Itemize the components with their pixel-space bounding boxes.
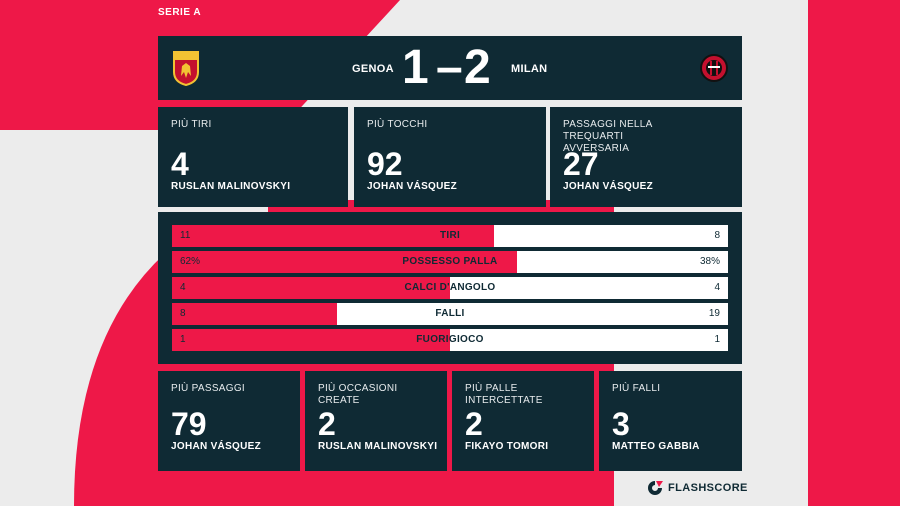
card-value: 27 [563,146,599,182]
stat-name: FUORIGIOCO [416,334,484,345]
brand-name: FLASHSCORE [668,482,748,494]
card-player: FIKAYO TOMORI [465,441,549,452]
card-label: PIÙ FALLI [612,383,661,394]
stat-name: POSSESSO PALLA [402,256,498,267]
genoa-crest-icon [173,51,199,86]
home-stat-value: 11 [180,230,191,241]
card-value: 92 [367,146,403,182]
away-stat-value: 38% [699,256,720,267]
card-label: PIÙ TOCCHI [367,119,428,130]
home-share-bar [172,303,337,325]
home-stat-value: 1 [180,334,186,345]
away-stat-value: 19 [708,308,720,319]
card-value: 2 [318,406,336,442]
away-stat-value: 1 [714,334,720,345]
stat-row-offsides: 1 FUORIGIOCO 1 [172,329,728,351]
stat-row-fouls: 8 FALLI 19 [172,303,728,325]
card-label: PIÙ PALLE INTERCETTATE [465,383,543,406]
home-stat-value: 4 [180,282,186,293]
card-value: 3 [612,406,630,442]
home-team-name: GENOA [352,63,394,75]
stat-name: FALLI [435,308,465,319]
card-label: PIÙ PASSAGGI [171,383,245,394]
card-player: MATTEO GABBIA [612,441,700,452]
milan-crest-icon [700,54,728,82]
card-player: JOHAN VÁSQUEZ [563,181,654,192]
home-stat-value: 8 [180,308,186,319]
card-player: RUSLAN MALINOVSKYI [171,181,291,192]
card-label: PIÙ TIRI [171,119,212,130]
away-stat-value: 4 [714,282,720,293]
stat-card-interceptions: PIÙ PALLE INTERCETTATE 2 FIKAYO TOMORI [452,371,594,471]
away-score: 2 [464,41,492,94]
card-player: JOHAN VÁSQUEZ [171,441,262,452]
home-share-bar [172,329,450,351]
flashscore-logo-icon [648,481,663,495]
stat-card-most-shots: PIÙ TIRI 4 RUSLAN MALINOVSKYI [158,107,348,207]
stat-row-possession: 62% POSSESSO PALLA 38% [172,251,728,273]
stats-comparison-panel: 11 TIRI 8 62% POSSESSO PALLA 38% 4 CALCI… [158,212,742,364]
card-player: JOHAN VÁSQUEZ [367,181,458,192]
score-separator: – [436,41,464,94]
home-share-bar [172,277,450,299]
card-label: PIÙ OCCASIONI CREATE [318,383,398,406]
stat-card-most-passes: PIÙ PASSAGGI 79 JOHAN VÁSQUEZ [158,371,300,471]
stat-name: TIRI [439,230,461,241]
away-stat-value: 8 [714,230,720,241]
stat-card-final-third-passes: PASSAGGI NELLA TREQUARTI AVVERSARIA 27 J… [550,107,742,207]
brand-footer: FLASHSCORE [646,480,748,496]
league-name: SERIE A [158,7,202,18]
card-value: 2 [465,406,483,442]
match-header: GENOA 1 – 2 MILAN [158,36,742,100]
stat-row-shots: 11 TIRI 8 [172,225,728,247]
away-team-name: MILAN [511,63,548,75]
home-score: 1 [402,41,430,94]
card-player: RUSLAN MALINOVSKYI [318,441,438,452]
stat-card-most-fouls: PIÙ FALLI 3 MATTEO GABBIA [599,371,742,471]
home-share-bar [172,251,517,273]
home-share-bar [172,225,494,247]
stat-name: CALCI D'ANGOLO [404,282,496,293]
card-label: PASSAGGI NELLA TREQUARTI AVVERSARIA [563,119,653,154]
card-value: 4 [171,146,189,182]
stat-card-most-touches: PIÙ TOCCHI 92 JOHAN VÁSQUEZ [354,107,546,207]
card-value: 79 [171,406,207,442]
stat-row-corners: 4 CALCI D'ANGOLO 4 [172,277,728,299]
stat-card-chances-created: PIÙ OCCASIONI CREATE 2 RUSLAN MALINOVSKY… [305,371,447,471]
home-stat-value: 62% [180,256,201,267]
